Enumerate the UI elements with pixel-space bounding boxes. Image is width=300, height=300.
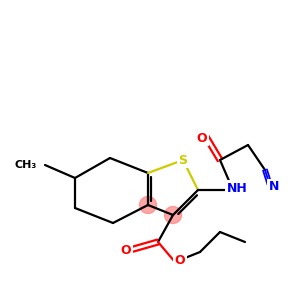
Text: O: O — [121, 244, 131, 257]
Text: O: O — [175, 254, 185, 268]
Text: S: S — [178, 154, 188, 166]
Text: O: O — [197, 131, 207, 145]
Text: NH: NH — [226, 182, 248, 194]
Text: N: N — [269, 181, 279, 194]
Circle shape — [140, 196, 157, 214]
Text: CH₃: CH₃ — [15, 160, 37, 170]
Circle shape — [164, 206, 182, 224]
